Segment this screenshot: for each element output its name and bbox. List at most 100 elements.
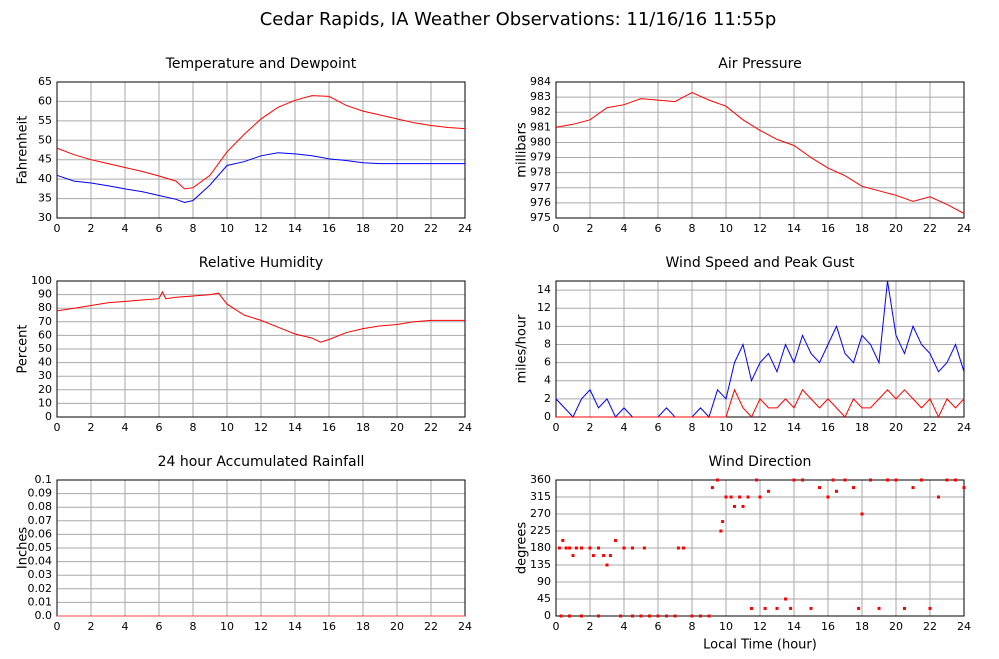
- data-point: [945, 478, 949, 482]
- data-point: [746, 495, 750, 499]
- y-tick-label: 45: [537, 592, 551, 605]
- data-point: [886, 478, 889, 482]
- data-point: [588, 546, 592, 550]
- data-point: [602, 554, 606, 558]
- data-point: [789, 606, 793, 610]
- data-point: [608, 554, 612, 558]
- data-point: [699, 614, 702, 618]
- y-tick-label: 45: [38, 153, 52, 166]
- x-tick-label: 22: [923, 222, 937, 235]
- x-tick-label: 18: [356, 620, 370, 633]
- y-tick-label: 0: [45, 410, 52, 423]
- x-tick-label: 10: [220, 421, 234, 434]
- y-tick-label: 4: [544, 374, 551, 387]
- plot-frame: [56, 280, 466, 418]
- data-line: [56, 290, 465, 343]
- x-tick-label: 6: [655, 620, 662, 633]
- y-tick-label: 10: [537, 319, 551, 332]
- x-tick-label: 8: [190, 620, 197, 633]
- data-point: [962, 486, 966, 490]
- data-point: [591, 554, 595, 558]
- data-point: [928, 606, 932, 610]
- x-tick-label: 4: [621, 620, 628, 633]
- y-tick-label: 80: [38, 301, 52, 314]
- data-point: [860, 512, 864, 516]
- x-tick-label: 2: [587, 620, 594, 633]
- x-tick-label: 14: [288, 620, 302, 633]
- y-axis-label: millibars: [515, 122, 530, 178]
- x-tick-label: 24: [957, 421, 971, 434]
- x-tick-label: 22: [424, 620, 438, 633]
- x-tick-label: 20: [889, 620, 903, 633]
- y-tick-label: 55: [38, 114, 52, 127]
- x-tick-label: 2: [587, 421, 594, 434]
- data-point: [597, 546, 600, 550]
- y-tick-label: 180: [530, 541, 551, 554]
- x-tick-label: 12: [753, 222, 767, 235]
- data-point: [580, 614, 583, 618]
- panel-title: Wind Speed and Peak Gust: [666, 255, 855, 271]
- y-tick-label: 90: [537, 575, 551, 588]
- x-tick-label: 10: [719, 222, 733, 235]
- y-tick-label: 0.03: [28, 568, 53, 581]
- data-point: [767, 489, 770, 493]
- y-tick-label: 14: [537, 283, 551, 296]
- y-tick-label: 50: [38, 342, 52, 355]
- panel-title: Wind Direction: [709, 454, 812, 470]
- x-tick-label: 16: [322, 421, 336, 434]
- x-tick-label: 20: [390, 620, 404, 633]
- x-tick-label: 14: [288, 222, 302, 235]
- x-tick-label: 18: [855, 421, 869, 434]
- x-tick-label: 16: [821, 222, 835, 235]
- x-tick-label: 2: [587, 222, 594, 235]
- data-point: [597, 614, 600, 618]
- data-point: [758, 495, 762, 499]
- data-point: [877, 606, 881, 610]
- plot-frame: [56, 81, 466, 219]
- x-tick-label: 0: [54, 222, 61, 235]
- x-tick-label: 10: [220, 620, 234, 633]
- data-point: [852, 486, 855, 490]
- y-tick-label: 981: [530, 120, 551, 133]
- x-tick-label: 10: [719, 620, 733, 633]
- data-point: [564, 546, 568, 550]
- x-tick-label: 12: [254, 620, 268, 633]
- data-point: [665, 614, 668, 618]
- x-tick-label: 20: [390, 222, 404, 235]
- y-tick-label: 10: [38, 396, 52, 409]
- data-point: [738, 495, 742, 499]
- data-line: [56, 95, 466, 190]
- x-tick-label: 10: [719, 421, 733, 434]
- x-tick-label: 24: [458, 620, 472, 633]
- y-tick-label: 0.04: [28, 555, 53, 568]
- data-point: [724, 495, 728, 499]
- x-tick-label: 22: [923, 620, 937, 633]
- x-tick-label: 4: [122, 620, 129, 633]
- data-point: [631, 614, 634, 618]
- data-point: [911, 486, 915, 490]
- data-line: [556, 388, 965, 419]
- data-point: [775, 606, 779, 610]
- data-point: [580, 546, 583, 550]
- data-point: [574, 546, 578, 550]
- y-tick-label: 30: [38, 369, 52, 382]
- x-tick-label: 22: [424, 222, 438, 235]
- data-point: [920, 478, 923, 482]
- y-tick-label: 100: [31, 274, 52, 287]
- y-tick-label: 979: [530, 151, 551, 164]
- page-title: Cedar Rapids, IA Weather Observations: 1…: [260, 9, 777, 30]
- data-point: [733, 504, 736, 508]
- data-point: [568, 546, 572, 550]
- y-tick-label: 0.06: [28, 527, 53, 540]
- y-tick-label: 0.09: [28, 487, 53, 500]
- data-point: [642, 546, 646, 550]
- x-tick-label: 0: [54, 620, 61, 633]
- y-tick-label: 0.08: [28, 500, 53, 513]
- x-tick-label: 0: [553, 620, 560, 633]
- x-tick-label: 12: [753, 620, 767, 633]
- data-point: [716, 478, 719, 482]
- data-point: [707, 614, 711, 618]
- x-tick-label: 18: [356, 421, 370, 434]
- data-point: [843, 478, 847, 482]
- y-tick-label: 40: [38, 356, 52, 369]
